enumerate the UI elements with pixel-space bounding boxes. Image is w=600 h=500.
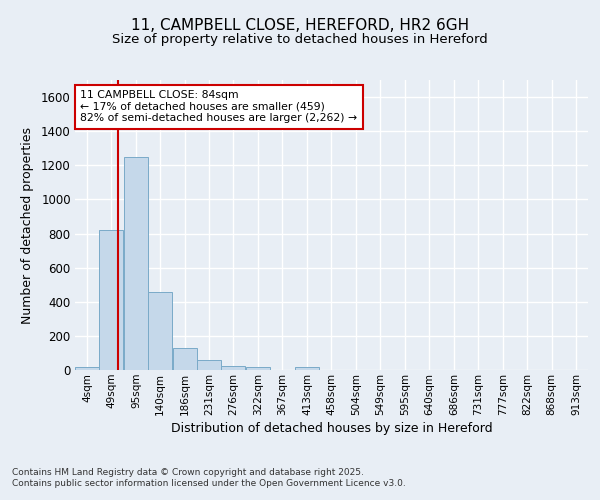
Bar (295, 368, 319, 370)
Bar (173, 348, 197, 370)
X-axis label: Distribution of detached houses by size in Hereford: Distribution of detached houses by size … (170, 422, 493, 435)
Bar (221, 366, 245, 370)
Bar (124, 157, 148, 370)
Bar (197, 360, 221, 370)
Bar (148, 292, 172, 370)
Text: Contains HM Land Registry data © Crown copyright and database right 2025.
Contai: Contains HM Land Registry data © Crown c… (12, 468, 406, 487)
Text: Size of property relative to detached houses in Hereford: Size of property relative to detached ho… (112, 32, 488, 46)
Text: 11, CAMPBELL CLOSE, HEREFORD, HR2 6GH: 11, CAMPBELL CLOSE, HEREFORD, HR2 6GH (131, 18, 469, 32)
Text: 11 CAMPBELL CLOSE: 84sqm
← 17% of detached houses are smaller (459)
82% of semi-: 11 CAMPBELL CLOSE: 84sqm ← 17% of detach… (80, 90, 357, 124)
Y-axis label: Number of detached properties: Number of detached properties (21, 126, 34, 324)
Bar (99, 230, 124, 370)
Bar (75, 366, 99, 370)
Bar (246, 368, 270, 370)
